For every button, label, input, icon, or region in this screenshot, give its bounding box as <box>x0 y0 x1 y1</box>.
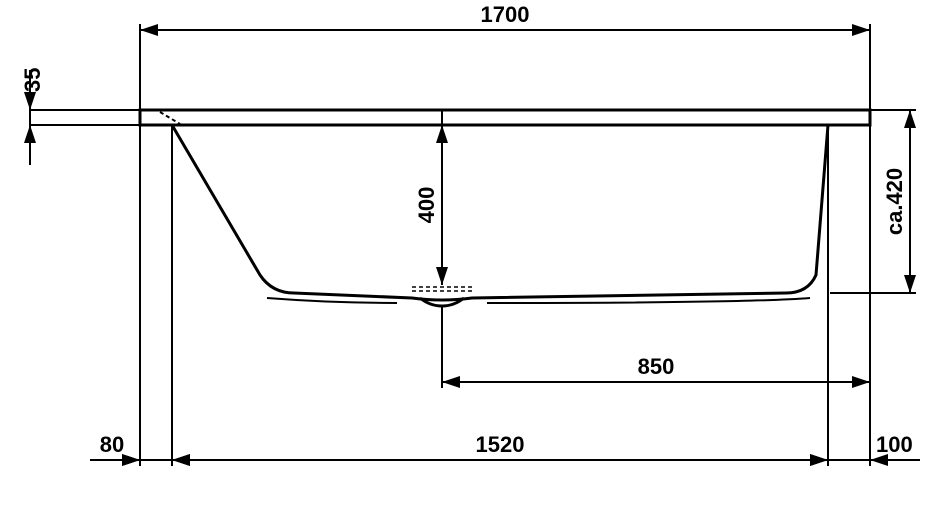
dim-35: 35 <box>20 68 45 92</box>
dim-1700: 1700 <box>481 2 530 27</box>
dimension-lines <box>24 24 920 466</box>
dimension-labels: 1700 35 400 ca.420 850 80 1520 100 <box>20 2 913 457</box>
dim-1520: 1520 <box>476 432 525 457</box>
dim-ca420: ca.420 <box>882 168 907 235</box>
bathtub-section-drawing: 1700 35 400 ca.420 850 80 1520 100 <box>0 0 940 505</box>
dim-850: 850 <box>638 354 675 379</box>
bathtub-outline <box>140 110 870 306</box>
dim-400: 400 <box>414 187 439 224</box>
dim-100: 100 <box>876 432 913 457</box>
dim-80: 80 <box>100 432 124 457</box>
